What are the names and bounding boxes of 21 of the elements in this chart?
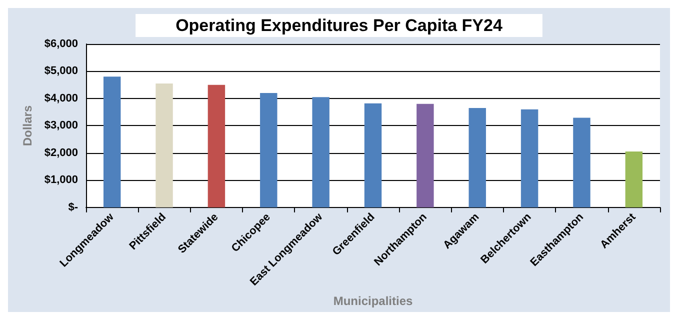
bar <box>208 84 226 208</box>
y-tick-label: $4,000 <box>44 92 78 104</box>
bar <box>468 108 486 208</box>
bar <box>364 103 382 208</box>
chart-title: Operating Expenditures Per Capita FY24 <box>176 16 503 35</box>
x-axis-title: Municipalities <box>333 294 413 308</box>
y-tick-label: $3,000 <box>44 120 78 132</box>
bar <box>520 109 538 208</box>
y-tick-label: $- <box>68 201 78 214</box>
bar <box>573 118 590 208</box>
bar <box>103 76 121 208</box>
y-tick-label: $2,000 <box>44 146 78 159</box>
bar <box>156 83 173 208</box>
y-axis-title: Dollars <box>20 105 34 146</box>
bar <box>416 104 434 208</box>
y-tick-label: $5,000 <box>44 65 78 78</box>
y-tick-label: $1,000 <box>44 174 78 186</box>
y-tick-label: $6,000 <box>44 38 78 50</box>
bar <box>260 93 278 208</box>
bar <box>312 97 330 208</box>
bar <box>625 152 643 208</box>
